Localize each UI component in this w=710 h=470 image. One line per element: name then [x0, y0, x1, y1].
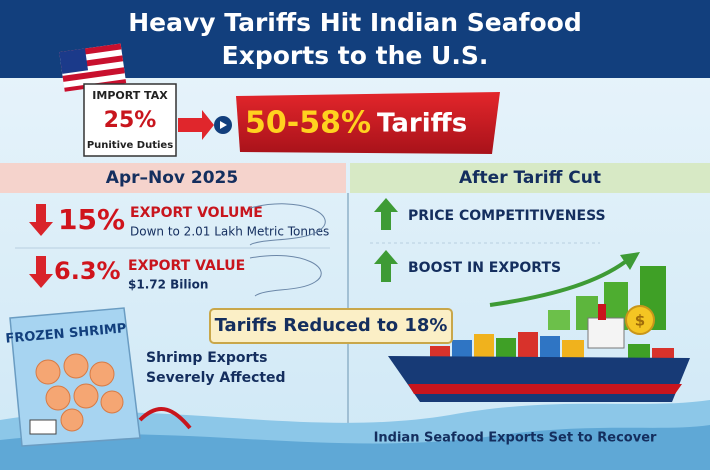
down-arrow [29, 204, 53, 236]
ship-bridge [587, 317, 625, 349]
shrimp-caption: Severely Affected [146, 370, 286, 386]
reduction-text: Tariffs Reduced to 18% [215, 315, 448, 336]
container [496, 338, 516, 358]
ship-hull [388, 356, 690, 402]
tariff-rate: 50-58% [245, 106, 371, 141]
hull-stripe [408, 384, 682, 394]
cargo-ship [388, 304, 690, 402]
right-item: PRICE COMPETITIVENESS [408, 208, 606, 224]
up-arrow [374, 250, 398, 282]
chili [138, 407, 192, 430]
up-arrow [374, 198, 398, 230]
container [518, 332, 538, 358]
us-flag [59, 43, 127, 92]
shrimp-pile [35, 353, 124, 432]
left-header-band [0, 163, 346, 193]
arrow [178, 110, 214, 140]
container [562, 340, 584, 358]
stat-label: EXPORT VALUE [128, 258, 245, 274]
right-header-band [350, 163, 710, 193]
container [540, 336, 560, 358]
stat-detail: Down to 2.01 Lakh Metric Tonnes [130, 225, 329, 239]
shrimp [100, 390, 124, 414]
flag-stripe [62, 67, 125, 82]
left-heading: Apr–Nov 2025 [106, 168, 238, 188]
flag-canton [59, 48, 89, 74]
reduction-banner [209, 308, 453, 344]
container [474, 334, 494, 358]
import-tax-rate: 25% [104, 108, 157, 133]
barcode [29, 419, 57, 435]
stat-change: 6.3% [54, 257, 121, 285]
growth-arrow-head [620, 252, 640, 270]
stat-label: EXPORT VOLUME [130, 205, 263, 221]
ship-funnel [598, 304, 606, 320]
footer-caption: Indian Seafood Exports Set to Recover [374, 431, 657, 446]
title-line: Exports to the U.S. [222, 41, 489, 70]
growth-arrow [489, 260, 627, 307]
shrimp [35, 359, 61, 385]
import-tax-note: Punitive Duties [87, 140, 173, 151]
swirl [249, 203, 326, 246]
down-arrow [29, 256, 53, 288]
growth-bar [548, 310, 570, 330]
water [0, 425, 710, 470]
container [430, 346, 450, 358]
title-line: Heavy Tariffs Hit Indian Seafood [128, 8, 582, 37]
arrow-head [220, 121, 227, 129]
shrimp [73, 383, 99, 409]
shrimp-caption: Shrimp Exports [146, 350, 267, 366]
shrimp [89, 361, 115, 387]
tariff-banner [236, 92, 500, 154]
tariff-label: Tariffs [377, 109, 467, 139]
container [652, 348, 674, 358]
swirl [249, 254, 322, 297]
import-tax-label: IMPORT TAX [92, 89, 168, 102]
container [452, 340, 472, 358]
stat-change: 15% [58, 203, 125, 236]
coin [625, 305, 655, 335]
right-heading: After Tariff Cut [459, 168, 601, 188]
shrimp [63, 353, 89, 379]
container [628, 344, 650, 358]
coin-symbol: $ [635, 312, 645, 330]
import-tax-box [83, 83, 177, 157]
shrimp [60, 408, 84, 432]
stat-detail: $1.72 Bilion [128, 278, 208, 292]
shrimp [45, 385, 71, 411]
right-item: BOOST IN EXPORTS [408, 260, 561, 276]
